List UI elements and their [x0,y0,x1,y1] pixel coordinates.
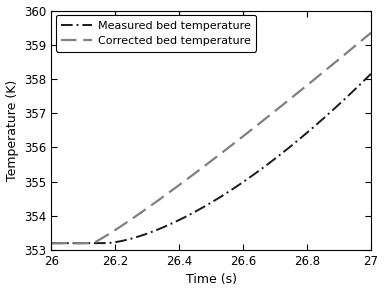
Measured bed temperature [161,225,166,229]
Line: Corrected bed temperature: Corrected bed temperature [51,33,371,243]
Line: Measured bed temperature: Measured bed temperature [51,74,371,243]
Corrected bed temperature [217,153,222,157]
Legend: Measured bed temperature, Corrected bed temperature: Measured bed temperature, Corrected bed … [56,15,256,52]
Measured bed temperature [145,232,150,235]
Measured bed temperature [89,241,94,245]
Measured bed temperature [156,228,160,231]
Measured bed temperature [369,72,373,76]
Corrected bed temperature [364,35,369,39]
X-axis label: Time (s): Time (s) [185,273,237,286]
Corrected bed temperature [131,216,135,220]
Measured bed temperature [189,212,194,215]
Corrected bed temperature [355,43,359,46]
Corrected bed temperature [194,171,199,174]
Y-axis label: Temperature (K): Temperature (K) [5,80,18,181]
Measured bed temperature [351,89,356,93]
Corrected bed temperature [49,241,53,245]
Corrected bed temperature [236,139,240,142]
Measured bed temperature [49,241,53,245]
Corrected bed temperature [369,31,373,34]
